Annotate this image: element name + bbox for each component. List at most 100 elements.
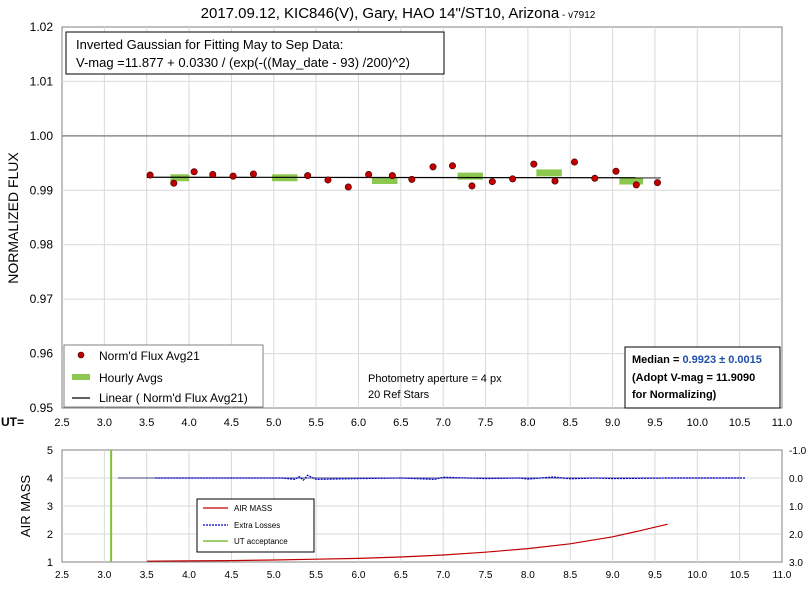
note-ref-stars: 20 Ref Stars: [368, 389, 430, 401]
legend-label-flux: Norm'd Flux Avg21: [99, 349, 200, 363]
median-box: [624, 346, 781, 409]
bottom-x-tick-label: 10.5: [730, 570, 750, 581]
top-y-tick-label: 0.98: [30, 238, 54, 252]
bottom-x-tick-label: 4.0: [182, 570, 196, 581]
flux-point: [551, 177, 559, 185]
top-x-tick-label: 8.5: [563, 417, 578, 429]
annotation-line-2: V-mag =11.877 + 0.0330 / (exp(-((May_dat…: [76, 55, 410, 70]
linear-fit-line: [146, 176, 661, 179]
bottom-y-tick-label: 3: [47, 501, 53, 513]
bottom-x-tick-label: 7.0: [436, 570, 450, 581]
flux-point: [324, 176, 332, 184]
top-x-tick-label: 2.5: [54, 417, 69, 429]
top-x-tick-label: 6.5: [393, 417, 408, 429]
chart-title: 2017.09.12, KIC846(V), Gary, HAO 14"/ST1…: [201, 5, 596, 22]
normd-flux-series: [146, 158, 661, 191]
chart-title-main: 2017.09.12, KIC846(V), Gary, HAO 14"/ST1…: [201, 5, 560, 22]
bottom-x-tick-label: 4.5: [224, 570, 238, 581]
flux-point: [653, 179, 661, 187]
flux-point: [632, 181, 640, 189]
bottom-x-tick-label: 10.0: [688, 570, 708, 581]
flux-point: [570, 158, 578, 166]
flux-point: [365, 171, 373, 179]
bottom-x-tick-label: 11.0: [773, 570, 792, 581]
bottom-y-tick-labels: 1 2 3 4 5: [47, 445, 53, 569]
bottom-x-tick-label: 9.5: [648, 570, 662, 581]
flux-point: [408, 175, 416, 183]
median-line-2: (Adopt V-mag = 11.9090: [632, 372, 755, 384]
top-x-tick-label: 3.0: [97, 417, 112, 429]
top-legend: [63, 344, 264, 408]
chart-title-suffix: - v7912: [559, 10, 596, 21]
top-y-tick-label: 0.99: [30, 183, 54, 197]
top-x-tick-label: 9.5: [647, 417, 662, 429]
bottom-x-tick-label: 9.0: [606, 570, 620, 581]
bottom-y-tick-label: 2: [47, 529, 53, 541]
flux-point: [429, 163, 437, 171]
top-y-tick-labels: 0.95 0.96 0.97 0.98 0.99 1.00 1.01 1.02: [30, 20, 54, 415]
bottom-y-tick-label: 5: [47, 445, 53, 457]
bottom-y2-tick-labels: 3.0 2.0 1.0 0.0 -1.0: [789, 446, 807, 569]
top-x-prefix: UT=: [1, 415, 24, 429]
flux-point: [209, 171, 217, 179]
legend-label-air-mass: AIR MASS: [234, 504, 272, 513]
top-y-axis-label: NORMALIZED FLUX: [5, 152, 21, 284]
bottom-x-tick-label: 3.0: [97, 570, 111, 581]
top-x-tick-label: 3.5: [139, 417, 154, 429]
bottom-x-tick-label: 7.5: [479, 570, 493, 581]
top-x-tick-label: 11.0: [772, 417, 793, 429]
top-x-tick-label: 4.0: [181, 417, 196, 429]
flux-point: [146, 171, 154, 179]
legend-label-ut-acceptance: UT acceptance: [234, 537, 288, 546]
top-y-tick-label: 1.01: [30, 74, 54, 88]
legend-marker-hourly: [72, 374, 90, 380]
flux-point: [170, 179, 178, 187]
top-y-tick-label: 0.96: [30, 347, 54, 361]
top-x-tick-label: 10.0: [687, 417, 708, 429]
hourly-avg-bar: [619, 177, 644, 185]
annotation-line-1: Inverted Gaussian for Fitting May to Sep…: [76, 37, 343, 52]
flux-point: [388, 172, 396, 180]
flux-point: [190, 168, 198, 176]
top-x-tick-label: 4.5: [224, 417, 239, 429]
flux-point: [468, 182, 476, 190]
legend-label-extra-losses: Extra Losses: [234, 521, 280, 530]
bottom-y2-tick-label: 1.0: [789, 502, 803, 513]
top-y-tick-label: 0.95: [30, 401, 54, 415]
bottom-x-tick-label: 6.5: [394, 570, 408, 581]
flux-point: [229, 172, 237, 180]
top-x-tick-label: 9.0: [605, 417, 620, 429]
extra-losses-line: [155, 474, 746, 482]
median-value: 0.9923 ± 0.0015: [682, 354, 761, 366]
bottom-y2-tick-label: 3.0: [789, 558, 803, 569]
note-aperture: Photometry aperture = 4 px: [368, 373, 502, 385]
bottom-x-tick-label: 5.5: [309, 570, 323, 581]
legend-label-hourly: Hourly Avgs: [99, 371, 163, 385]
median-line-1: Median = 0.9923 ± 0.0015: [632, 354, 762, 366]
median-label: Median =: [632, 354, 682, 366]
top-y-tick-label: 1.02: [30, 20, 54, 34]
top-x-tick-label: 5.5: [308, 417, 323, 429]
median-line-3: for Normalizing): [632, 389, 717, 401]
flux-point: [488, 178, 496, 186]
flux-point: [612, 167, 620, 175]
hourly-avg-bar: [536, 169, 562, 177]
bottom-x-tick-label: 3.5: [140, 570, 154, 581]
top-x-tick-label: 6.0: [351, 417, 366, 429]
hourly-avg-bar: [372, 176, 398, 184]
bottom-y2-tick-label: -1.0: [789, 446, 807, 457]
flux-point: [249, 170, 257, 178]
bottom-y-tick-label: 4: [47, 473, 53, 485]
top-x-tick-label: 7.5: [478, 417, 493, 429]
annotation-box: [65, 31, 445, 75]
flux-point: [509, 175, 517, 183]
bottom-x-tick-label: 2.5: [55, 570, 69, 581]
bottom-y-tick-label: 1: [47, 557, 53, 569]
top-y-tick-label: 0.97: [30, 292, 54, 306]
bottom-y-axis-label: AIR MASS: [18, 475, 33, 537]
flux-point: [591, 174, 599, 182]
top-x-tick-labels: 2.5 3.0 3.5 4.0 4.5 5.0 5.5 6.0 6.5 7.0 7.5 8.0 8.5 9…: [54, 417, 792, 429]
flux-point: [448, 162, 456, 170]
